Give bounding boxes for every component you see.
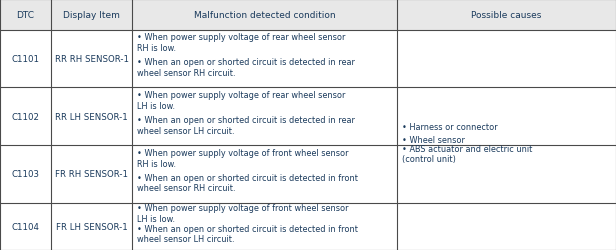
Text: DTC: DTC <box>17 11 34 20</box>
Text: • When power supply voltage of front wheel sensor
LH is low.: • When power supply voltage of front whe… <box>137 204 348 223</box>
Text: RR LH SENSOR-1: RR LH SENSOR-1 <box>55 112 128 121</box>
Text: • ABS actuator and electric unit
(control unit): • ABS actuator and electric unit (contro… <box>402 144 532 164</box>
Bar <box>0 0 616 30</box>
Text: Possible causes: Possible causes <box>471 11 542 20</box>
Text: • Wheel sensor: • Wheel sensor <box>402 136 464 145</box>
Text: C1104: C1104 <box>12 222 39 231</box>
Text: C1101: C1101 <box>12 55 39 64</box>
Text: • Harness or connector: • Harness or connector <box>402 122 497 131</box>
Text: Display Item: Display Item <box>63 11 120 20</box>
Text: FR LH SENSOR-1: FR LH SENSOR-1 <box>56 222 128 231</box>
Text: C1103: C1103 <box>12 170 39 179</box>
Text: • When power supply voltage of rear wheel sensor
RH is low.: • When power supply voltage of rear whee… <box>137 33 345 53</box>
Text: • When an open or shorted circuit is detected in rear
wheel sensor RH circuit.: • When an open or shorted circuit is det… <box>137 58 355 78</box>
Text: • When an open or shorted circuit is detected in front
wheel sensor LH circuit.: • When an open or shorted circuit is det… <box>137 224 358 244</box>
Text: • When an open or shorted circuit is detected in front
wheel sensor RH circuit.: • When an open or shorted circuit is det… <box>137 173 358 193</box>
Text: RR RH SENSOR-1: RR RH SENSOR-1 <box>55 55 129 64</box>
Text: • When power supply voltage of front wheel sensor
RH is low.: • When power supply voltage of front whe… <box>137 148 348 168</box>
Text: C1102: C1102 <box>12 112 39 121</box>
Text: FR RH SENSOR-1: FR RH SENSOR-1 <box>55 170 128 179</box>
Text: Malfunction detected condition: Malfunction detected condition <box>194 11 336 20</box>
Text: • When an open or shorted circuit is detected in rear
wheel sensor LH circuit.: • When an open or shorted circuit is det… <box>137 116 355 135</box>
Text: • When power supply voltage of rear wheel sensor
LH is low.: • When power supply voltage of rear whee… <box>137 91 345 110</box>
